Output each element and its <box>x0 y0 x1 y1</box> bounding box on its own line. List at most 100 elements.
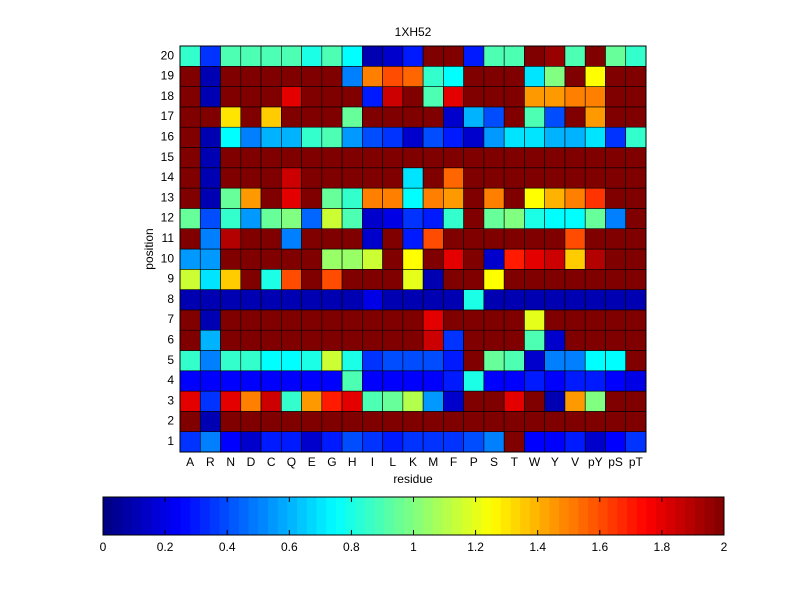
heatmap-cell <box>483 248 505 270</box>
heatmap-cell <box>625 228 647 250</box>
heatmap-cell <box>341 350 363 372</box>
y-tick-label: 10 <box>161 251 175 265</box>
heatmap-cell <box>281 329 302 351</box>
y-tick-label: 3 <box>167 393 174 407</box>
heatmap-cell <box>301 350 323 372</box>
y-tick-label: 17 <box>161 109 175 123</box>
heatmap-cell <box>402 289 424 311</box>
heatmap-cell <box>625 309 647 331</box>
heatmap-cell <box>220 147 242 169</box>
colorbar-swatch <box>549 497 560 535</box>
heatmap-cell <box>463 228 485 250</box>
x-tick-label: F <box>450 455 457 469</box>
heatmap-cell <box>483 106 505 128</box>
colorbar-swatch <box>471 497 482 535</box>
heatmap-cell <box>402 329 424 351</box>
x-tick-label: S <box>490 455 498 469</box>
heatmap-cell <box>544 228 566 250</box>
heatmap-cell <box>584 86 606 108</box>
heatmap-cell <box>564 147 586 169</box>
heatmap-cell <box>422 66 444 87</box>
heatmap-cell <box>605 228 627 250</box>
colorbar-swatch <box>617 497 628 535</box>
y-tick-label: 19 <box>161 69 175 83</box>
heatmap-cell <box>402 147 424 169</box>
colorbar-tick-label: 1.2 <box>467 540 484 554</box>
colorbar-swatch <box>500 497 512 535</box>
heatmap-cell <box>483 431 505 453</box>
heatmap-cell <box>321 350 343 372</box>
heatmap-cell <box>483 147 505 169</box>
heatmap-cell <box>422 187 444 209</box>
colorbar-swatch <box>481 497 492 535</box>
heatmap-cell <box>422 309 444 331</box>
heatmap-cell <box>341 45 363 67</box>
heatmap-cell <box>301 45 323 67</box>
colorbar-swatch <box>316 497 327 535</box>
heatmap-cell <box>199 329 221 351</box>
heatmap-cell <box>402 268 424 290</box>
heatmap-cell <box>422 167 444 189</box>
heatmap-cell <box>179 248 201 270</box>
colorbar-swatch <box>238 497 250 535</box>
heatmap-cell <box>564 208 586 229</box>
heatmap-cell <box>605 268 627 290</box>
heatmap-cell <box>179 147 201 169</box>
heatmap-cell <box>362 248 383 270</box>
heatmap-cell <box>503 309 525 331</box>
heatmap-cell <box>564 126 586 148</box>
colorbar-swatch <box>297 497 308 535</box>
heatmap-cell <box>443 167 464 189</box>
heatmap-cell <box>240 66 262 87</box>
heatmap-cell <box>503 208 525 229</box>
heatmap-cell <box>443 370 464 392</box>
heatmap-cell <box>483 350 505 372</box>
heatmap-cell <box>605 66 627 87</box>
heatmap-cell <box>341 289 363 311</box>
heatmap-cell <box>503 289 525 311</box>
heatmap-cell <box>463 208 485 229</box>
heatmap-cell <box>503 411 525 432</box>
heatmap-cell <box>443 208 464 229</box>
heatmap-cell <box>240 350 262 372</box>
heatmap-cell <box>362 329 383 351</box>
heatmap-cell <box>584 66 606 87</box>
heatmap-cell <box>544 390 566 412</box>
heatmap-cell <box>281 187 302 209</box>
y-tick-label: 4 <box>167 373 174 387</box>
heatmap-cell <box>605 126 627 148</box>
heatmap-cell <box>605 411 627 432</box>
x-tick-label: pS <box>608 455 623 469</box>
heatmap-cell <box>240 309 262 331</box>
heatmap-cell <box>584 431 606 453</box>
heatmap-cell <box>605 309 627 331</box>
heatmap-cell <box>584 248 606 270</box>
heatmap-cell <box>402 208 424 229</box>
heatmap-cell <box>281 228 302 250</box>
heatmap-cell <box>584 45 606 67</box>
heatmap-cell <box>382 86 404 108</box>
heatmap-cell <box>544 248 566 270</box>
heatmap-cell <box>260 106 282 128</box>
heatmap-cell <box>483 126 505 148</box>
heatmap-cell <box>443 126 464 148</box>
heatmap-cell <box>524 228 545 250</box>
heatmap-cell <box>301 329 323 351</box>
heatmap-cell <box>503 147 525 169</box>
colorbar-swatch <box>656 497 667 535</box>
heatmap-cell <box>301 411 323 432</box>
colorbar-swatch <box>345 497 356 535</box>
heatmap-cell <box>260 309 282 331</box>
heatmap-cell <box>382 370 404 392</box>
heatmap-cell <box>605 431 627 453</box>
heatmap-cell <box>199 167 221 189</box>
heatmap-cell <box>564 66 586 87</box>
heatmap-cell <box>281 126 302 148</box>
heatmap-cell <box>605 86 627 108</box>
heatmap-cell <box>483 167 505 189</box>
heatmap-cell <box>301 208 323 229</box>
heatmap-cell <box>382 45 404 67</box>
colorbar-swatch <box>607 497 618 535</box>
colorbar-swatch <box>364 497 376 535</box>
heatmap-cell <box>382 431 404 453</box>
